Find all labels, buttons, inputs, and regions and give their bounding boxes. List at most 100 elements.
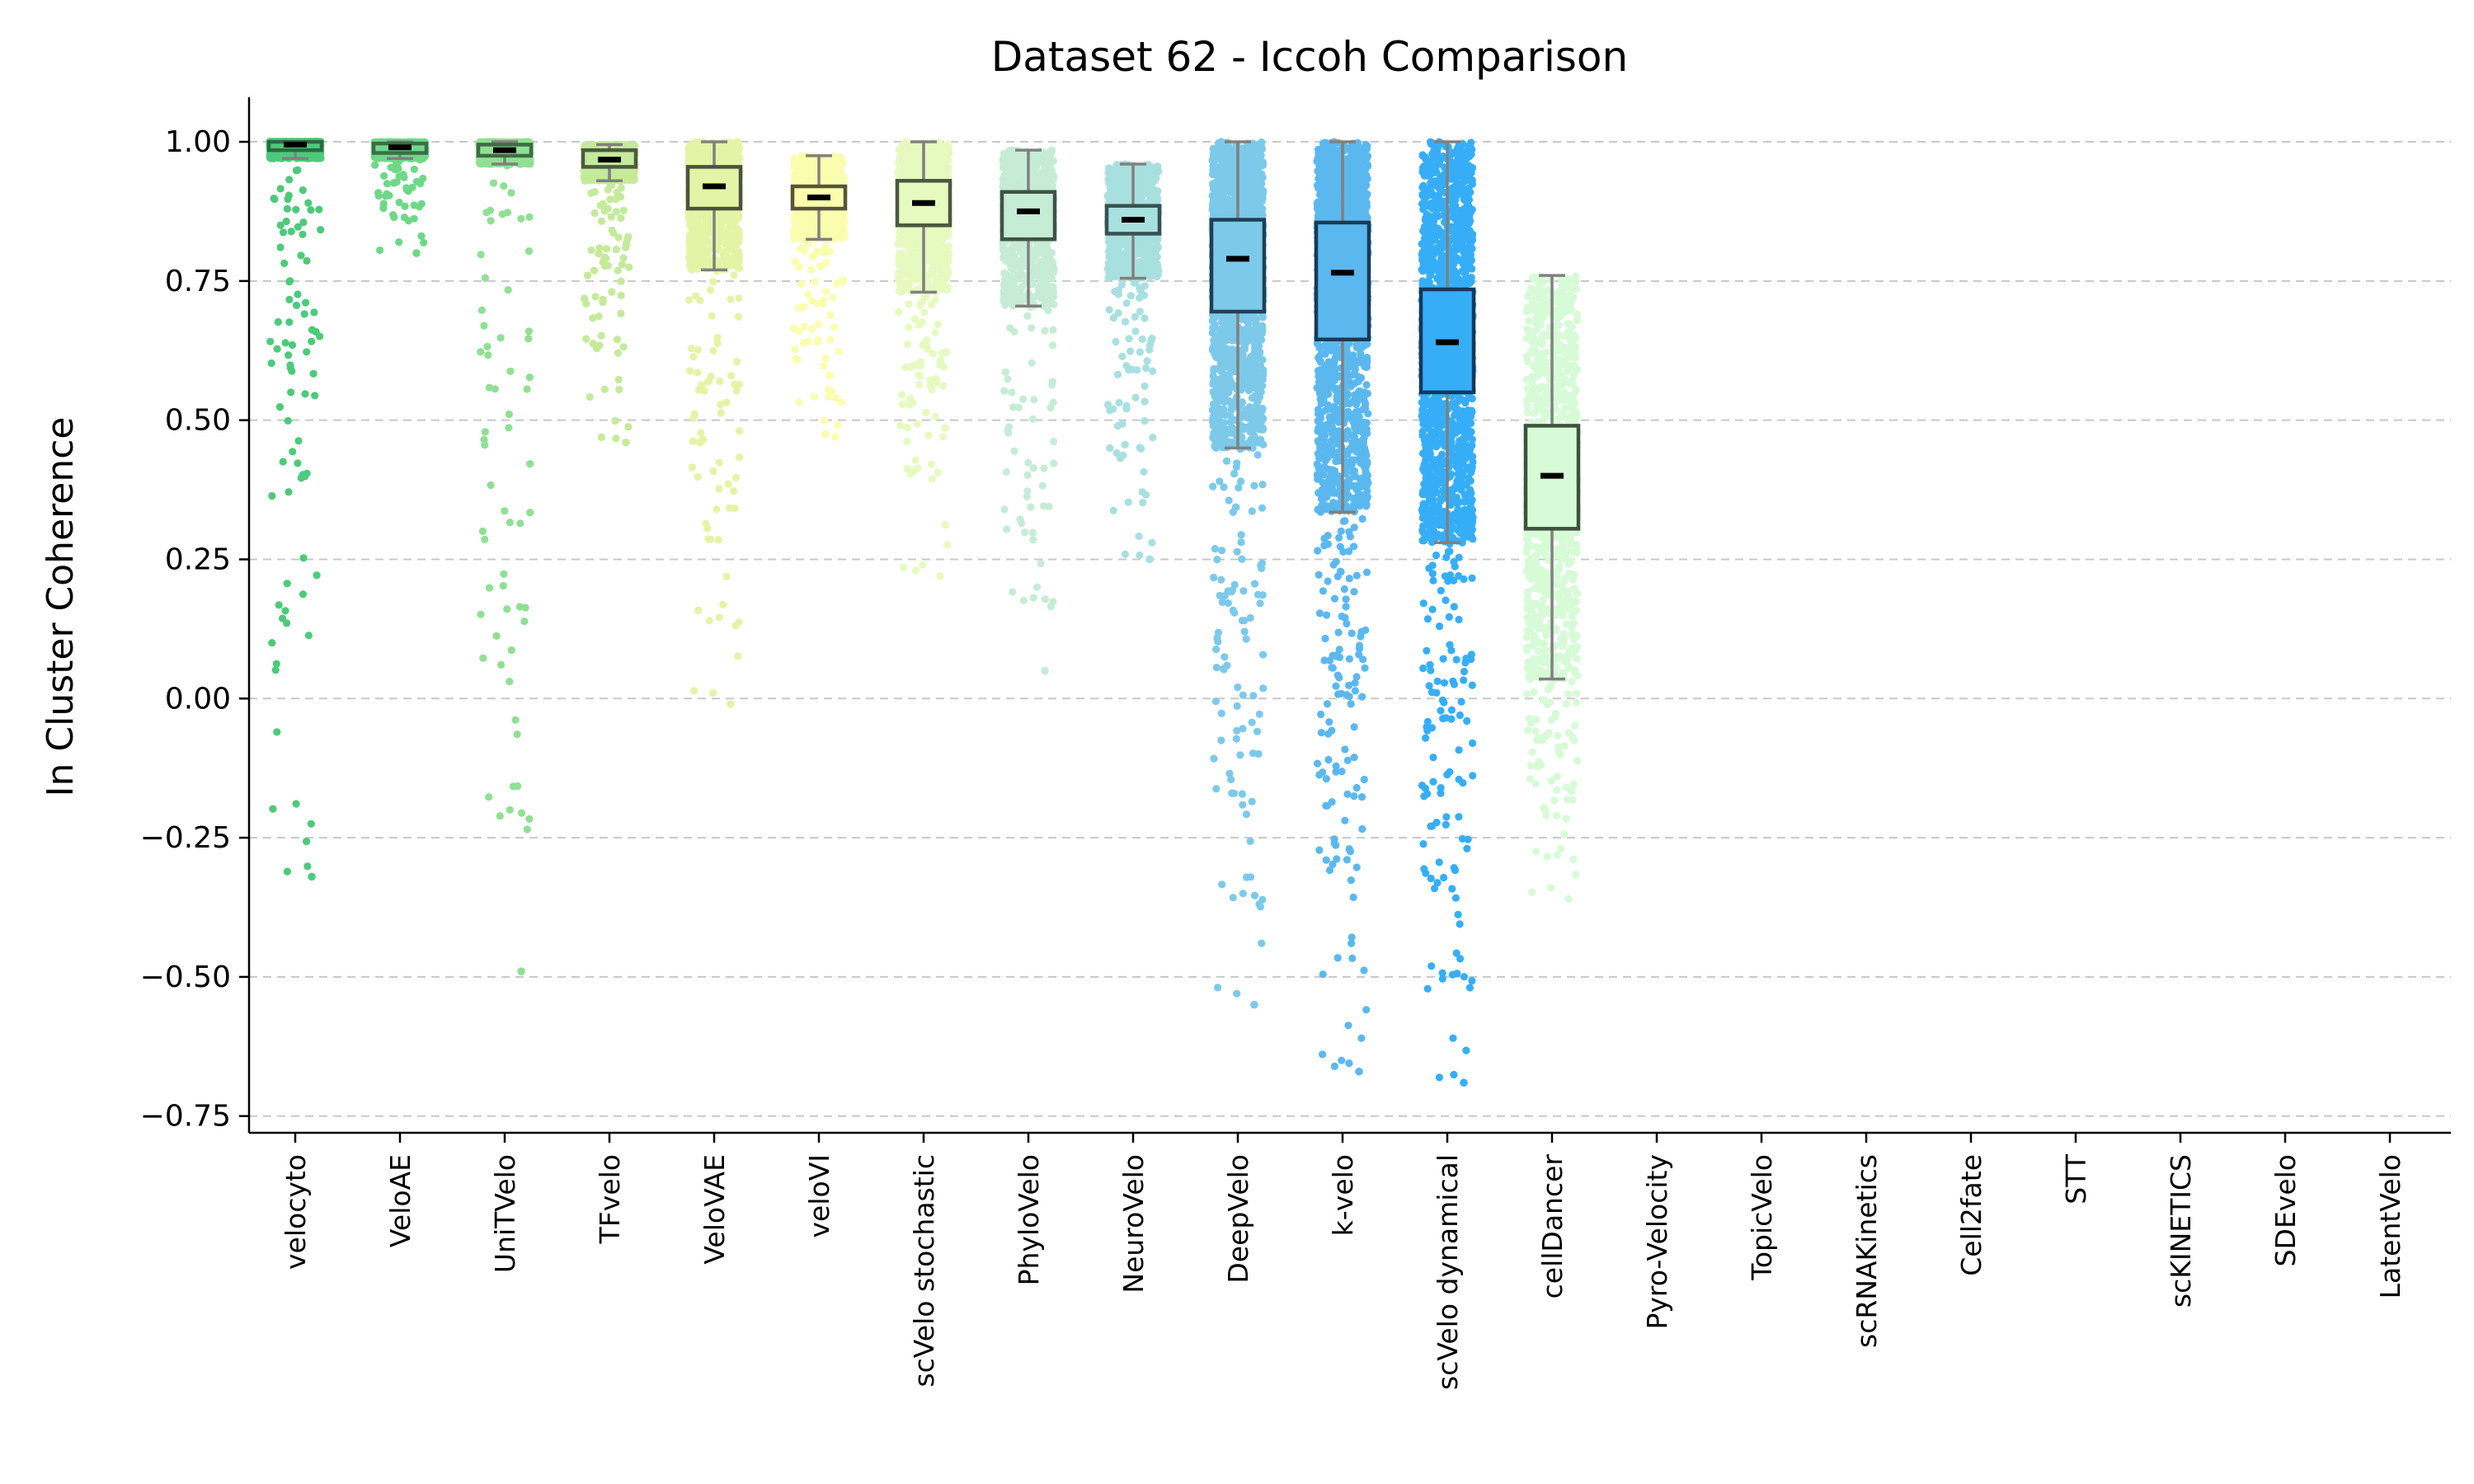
data-point: [307, 206, 315, 214]
data-point: [477, 348, 485, 356]
data-point: [317, 226, 325, 234]
data-point: [485, 793, 493, 801]
data-point: [506, 367, 515, 375]
data-point: [500, 570, 508, 578]
data-point: [526, 509, 534, 517]
data-point: [288, 367, 296, 375]
data-point: [271, 666, 280, 674]
data-point: [269, 805, 277, 813]
data-point: [283, 204, 291, 213]
data-point: [520, 618, 529, 626]
data-point: [482, 157, 490, 166]
data-point: [401, 202, 409, 210]
data-point: [292, 167, 300, 175]
data-point: [487, 217, 495, 225]
data-point: [504, 286, 512, 294]
data-point: [272, 660, 280, 668]
data-point: [505, 424, 513, 432]
data-point: [481, 428, 490, 436]
data-point: [625, 263, 633, 271]
data-point: [612, 246, 621, 254]
data-point: [276, 185, 285, 193]
data-point: [618, 261, 627, 269]
data-point: [602, 245, 611, 253]
data-point: [608, 288, 616, 296]
data-point: [311, 392, 319, 400]
data-point: [276, 221, 285, 229]
data-point: [523, 825, 532, 834]
data-point: [266, 337, 275, 345]
data-point: [525, 213, 534, 221]
data-point: [300, 310, 308, 318]
data-point: [595, 244, 604, 252]
data-point: [402, 184, 411, 192]
data-point: [303, 348, 311, 356]
data-point: [481, 274, 490, 282]
data-point: [499, 581, 507, 590]
data-point: [308, 337, 316, 345]
data-point: [485, 383, 494, 392]
data-point: [268, 491, 276, 500]
data-point: [395, 198, 403, 207]
data-point: [289, 448, 297, 456]
data-point: [285, 191, 293, 200]
data-point: [294, 437, 303, 445]
data-point: [582, 299, 590, 308]
data-point: [285, 176, 294, 184]
data-point: [374, 191, 383, 200]
data-point: [477, 251, 485, 259]
data-point: [617, 277, 625, 285]
data-point: [299, 554, 308, 562]
data-point: [612, 208, 620, 216]
data-point: [274, 317, 282, 326]
data-point: [299, 590, 308, 599]
chart-title: Dataset 62 - Iccoh Comparison: [991, 33, 1628, 81]
data-point: [607, 213, 615, 221]
data-point: [600, 385, 609, 393]
data-point: [393, 164, 402, 173]
data-point: [279, 458, 287, 466]
data-point: [294, 459, 302, 467]
data-point: [517, 214, 525, 223]
data-point: [486, 206, 495, 214]
data-point: [275, 601, 283, 609]
data-point: [525, 373, 534, 382]
data-point: [592, 344, 601, 353]
data-point: [477, 610, 485, 618]
data-point: [513, 730, 521, 739]
data-point: [503, 605, 511, 613]
data-point: [302, 298, 310, 307]
y-axis-label: In Cluster Coherence: [40, 417, 82, 797]
data-point: [514, 782, 522, 791]
data-point: [589, 314, 597, 322]
data-point: [391, 179, 399, 187]
data-point: [276, 243, 285, 251]
data-point: [485, 584, 494, 592]
data-point: [303, 256, 311, 265]
data-point: [410, 201, 418, 209]
data-point: [371, 161, 379, 169]
data-point: [316, 332, 324, 340]
data-point: [497, 660, 506, 669]
data-point: [270, 195, 278, 203]
data-point: [285, 351, 293, 359]
data-point: [517, 160, 525, 168]
data-point: [617, 214, 625, 223]
data-point: [597, 217, 606, 225]
data-point: [590, 209, 599, 218]
data-point: [294, 290, 302, 298]
data-point: [301, 390, 309, 398]
data-point: [285, 295, 294, 303]
data-point: [601, 262, 609, 270]
data-point: [614, 233, 623, 242]
data-point: [279, 228, 288, 237]
data-point: [505, 410, 514, 419]
data-point: [587, 246, 595, 254]
data-point: [624, 423, 633, 431]
data-point: [617, 291, 625, 299]
data-point: [516, 519, 524, 528]
data-point: [273, 728, 281, 736]
data-point: [380, 171, 388, 180]
data-point: [383, 190, 391, 198]
data-point: [481, 441, 489, 449]
